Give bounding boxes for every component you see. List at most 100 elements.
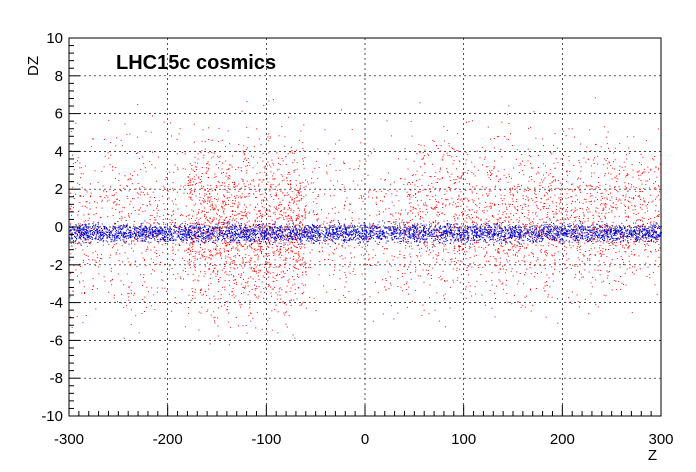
data-point: [214, 173, 216, 175]
data-point: [489, 255, 491, 257]
data-point: [525, 247, 527, 249]
data-point: [281, 180, 283, 182]
data-point: [643, 200, 645, 202]
data-point: [179, 276, 181, 278]
data-point: [224, 182, 226, 184]
data-point: [587, 220, 589, 222]
data-point: [465, 197, 467, 199]
data-point: [553, 162, 555, 164]
data-point: [263, 227, 265, 229]
data-point: [649, 194, 651, 196]
data-point: [268, 215, 270, 217]
data-point: [111, 195, 113, 196]
data-point: [406, 221, 408, 223]
data-point: [483, 256, 485, 258]
data-point: [457, 133, 458, 135]
data-point: [619, 169, 620, 171]
data-point: [351, 257, 352, 259]
data-point: [299, 243, 301, 245]
data-point: [542, 181, 544, 183]
data-point: [382, 211, 384, 213]
data-point: [194, 237, 196, 239]
data-point: [271, 310, 273, 312]
data-point: [530, 222, 532, 224]
data-point: [225, 204, 227, 206]
data-point: [281, 126, 283, 128]
data-point: [527, 210, 529, 211]
data-point: [298, 234, 300, 236]
data-point: [170, 122, 172, 124]
data-point: [587, 240, 589, 242]
data-point: [378, 227, 380, 229]
data-point: [188, 185, 190, 187]
data-point: [600, 250, 602, 251]
data-point: [431, 244, 433, 246]
data-point: [575, 194, 577, 196]
data-point: [498, 251, 500, 253]
data-point: [369, 232, 371, 234]
data-point: [264, 272, 266, 274]
data-point: [581, 223, 583, 224]
data-point: [222, 226, 224, 228]
data-point: [172, 188, 174, 190]
data-point: [249, 212, 251, 214]
data-point: [415, 267, 417, 268]
data-point: [118, 173, 120, 175]
data-point: [445, 204, 447, 206]
data-point: [577, 199, 578, 201]
data-point: [622, 234, 624, 236]
data-point: [206, 256, 208, 258]
data-point: [305, 194, 307, 196]
data-point: [263, 266, 265, 268]
data-point: [201, 167, 203, 168]
data-point: [568, 258, 570, 260]
data-point: [287, 244, 289, 246]
data-point: [442, 156, 444, 158]
data-point: [566, 193, 568, 195]
data-point: [448, 230, 450, 232]
data-point: [605, 295, 607, 297]
data-point: [505, 241, 507, 243]
data-point: [384, 286, 386, 288]
data-point: [292, 276, 293, 278]
data-point: [537, 208, 539, 210]
data-point: [201, 255, 203, 257]
data-point: [431, 224, 433, 226]
data-point: [269, 263, 271, 265]
data-point: [238, 188, 240, 190]
data-point: [204, 190, 206, 191]
data-point: [195, 203, 197, 205]
data-point: [95, 264, 97, 266]
data-point: [81, 187, 83, 189]
data-point: [494, 234, 496, 236]
data-point: [320, 224, 322, 226]
data-point: [532, 221, 533, 223]
data-point: [199, 250, 201, 252]
data-point: [478, 207, 480, 209]
data-point: [237, 205, 239, 207]
data-point: [229, 143, 231, 145]
data-point: [235, 295, 237, 297]
data-point: [133, 225, 135, 227]
data-point: [420, 166, 422, 168]
data-point: [73, 198, 75, 200]
data-point: [261, 245, 263, 247]
data-point: [505, 284, 507, 286]
data-point: [607, 271, 609, 273]
data-point: [471, 266, 473, 268]
data-point: [334, 289, 336, 290]
data-point: [257, 275, 259, 277]
data-point: [579, 252, 581, 254]
data-point: [229, 216, 231, 218]
data-point: [432, 221, 434, 223]
data-point: [450, 259, 452, 260]
data-point: [194, 166, 196, 168]
data-point: [302, 223, 303, 225]
data-point: [262, 231, 264, 233]
data-point: [253, 270, 255, 272]
data-point: [604, 233, 606, 235]
data-point: [464, 244, 466, 246]
data-point: [282, 276, 284, 278]
data-point: [206, 170, 208, 172]
data-point: [188, 180, 190, 182]
